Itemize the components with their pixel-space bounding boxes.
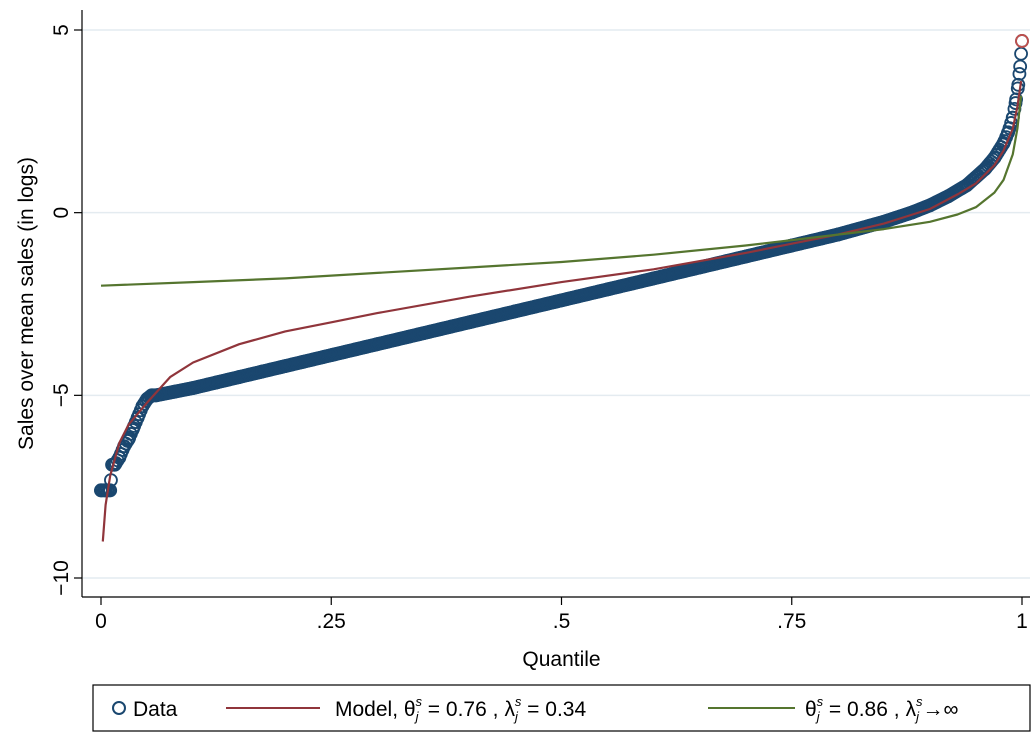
legend-model-theta-sup: s [415, 694, 422, 709]
data-point-24 [508, 304, 523, 319]
legend-data-marker [112, 701, 126, 715]
legend-model-label: Model, θjs = 0.76 , λjs = 0.34 [335, 694, 586, 724]
y-tick-label-1: −5 [50, 383, 73, 407]
limit-series [100, 95, 1023, 287]
model-series [101, 80, 1023, 542]
data-point-12 [144, 388, 159, 403]
data-point-21 [370, 337, 385, 352]
legend-limit-lambda-sup: s [916, 694, 923, 709]
data-point-25 [554, 293, 569, 308]
data-point-18 [255, 364, 270, 379]
legend-limit-theta-value: = 0.86 , [823, 698, 899, 721]
legend-limit-lambda-suffix: →∞ [922, 698, 958, 721]
tick-labels: 0 .25 .5 .75 1 −10 −5 0 5 [50, 24, 1028, 633]
legend-model-lambda-sup: s [515, 694, 522, 709]
data-point-23 [462, 315, 477, 330]
data-point-27 [646, 271, 661, 286]
x-tick-label-4: 1 [1016, 610, 1028, 633]
data-marker-fill-555 [1014, 46, 1028, 61]
x-tick-label-1: .25 [317, 610, 346, 633]
legend-limit-lambda-sub: j [914, 709, 920, 724]
legend-limit-theta-sup: s [817, 694, 824, 709]
data-point-29 [738, 249, 753, 264]
model-line [101, 80, 1023, 542]
data-point-1 [98, 483, 113, 498]
legend: Data Model, θjs = 0.76 , λjs = 0.34 θjs =… [92, 684, 1031, 732]
legend-model-theta: θ [404, 698, 416, 721]
data-point-2 [103, 483, 118, 498]
limit-line [100, 95, 1023, 287]
legend-model-lambda-value: = 0.34 [521, 698, 586, 721]
data-point-44 [1013, 59, 1028, 74]
data-point-13 [149, 388, 164, 403]
legend-data-label: Data [133, 698, 178, 721]
data-point-10 [135, 399, 150, 414]
legend-limit-label: θjs = 0.86 , λjs→∞ [805, 694, 958, 724]
data-point-17 [232, 370, 247, 384]
axes [81, 10, 1030, 598]
legend-model-theta-sub: j [414, 709, 420, 724]
data-point-max [1015, 34, 1029, 48]
data-point-20 [324, 348, 339, 363]
y-tick-label-2: 0 [50, 207, 73, 219]
data-marker-fill-554 [1012, 66, 1027, 81]
legend-limit-lambda: λ [906, 698, 917, 721]
y-tick-label-0: −10 [50, 560, 73, 596]
y-axis-title: Sales over mean sales (in logs) [15, 157, 38, 450]
data-point-42 [1008, 96, 1023, 110]
legend-limit-theta: θ [805, 698, 817, 721]
data-series [94, 34, 1029, 498]
x-tick-label-0: 0 [95, 610, 107, 633]
legend-model-prefix: Model, [335, 698, 404, 721]
data-point-14 [167, 384, 182, 399]
legend-model-lambda-sub: j [513, 709, 519, 724]
data-point-19 [278, 359, 293, 374]
x-axis-title: Quantile [522, 648, 600, 671]
data-point-26 [600, 282, 615, 297]
y-tick-label-3: 5 [50, 24, 73, 36]
legend-model-lambda: λ [504, 698, 515, 721]
x-tick-label-3: .75 [777, 610, 806, 633]
legend-model-theta-value: = 0.76 , [422, 698, 498, 721]
data-point-43 [1011, 77, 1026, 92]
x-tick-label-2: .5 [553, 610, 571, 633]
data-point-15 [186, 381, 201, 395]
grid-lines [82, 29, 1030, 579]
data-point-16 [209, 375, 224, 390]
legend-limit-theta-sub: j [815, 709, 821, 724]
data-point-22 [416, 326, 431, 341]
